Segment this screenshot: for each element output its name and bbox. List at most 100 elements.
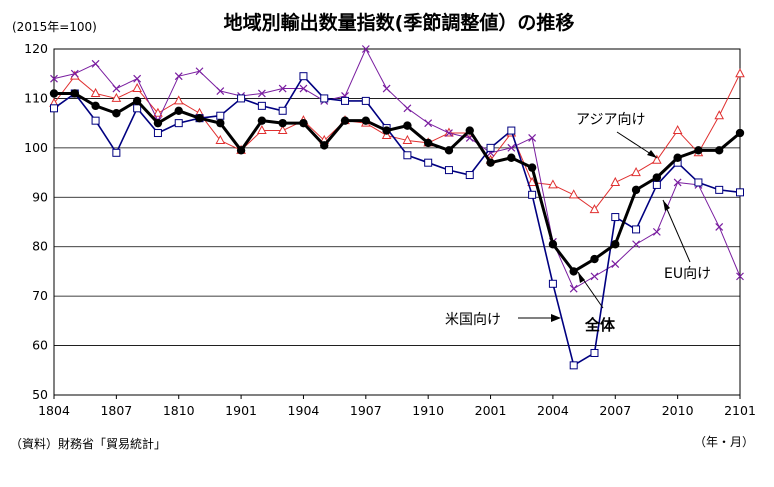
data-point [70,69,79,78]
data-point [631,185,641,195]
data-point [590,272,599,281]
data-point [715,185,724,194]
data-point [91,59,100,68]
data-point [153,118,163,128]
data-point [361,45,370,53]
data-point [112,148,121,157]
annotation-asia: アジア向け [576,112,645,128]
data-point [735,68,745,78]
data-point [216,111,225,120]
data-point [257,116,267,125]
data-point [548,179,558,189]
annotation-eu: EU向け [664,266,711,282]
data-point [715,223,724,231]
data-point [50,104,58,113]
data-point [528,134,537,142]
data-point [569,284,578,293]
x-tick-label: 2007 [599,403,631,418]
data-point [423,138,433,148]
data-point [632,225,641,234]
data-point [528,190,537,199]
y-axis-ticks: 50 60 70 80 90 100 110 120 [24,41,48,402]
series-layer [49,45,745,370]
unit-note: (2015年=100) [12,20,97,34]
data-point [611,213,620,222]
data-point [257,124,267,135]
data-point [70,89,79,98]
data-point [299,72,308,81]
source-note: （資料）財務省「貿易統計」 [10,436,166,451]
data-point [694,178,703,187]
data-point [736,272,744,281]
data-point [444,146,454,155]
data-point [133,74,142,83]
annotation-total: 全体 [584,316,616,334]
series-2 [50,72,744,370]
data-point [465,126,474,135]
data-point [50,74,58,83]
data-point [173,95,184,105]
eu-arrow-head [663,200,670,211]
total-arrow-head [578,272,585,283]
data-point [527,163,537,172]
data-point [341,96,350,105]
data-point [216,118,225,128]
y-tick-label: 90 [32,189,48,204]
data-point [174,119,183,128]
x-tick-label: 2001 [475,403,507,418]
data-point [610,176,621,186]
data-point [49,89,59,98]
x-tick-label: 2010 [662,403,694,418]
data-point [382,126,391,135]
data-point [507,143,516,152]
data-point [568,189,579,199]
data-point [153,107,163,117]
us-arrow-head [551,314,561,322]
data-point [174,106,183,115]
data-point [320,94,329,103]
data-point [132,82,142,93]
y-tick-label: 80 [32,239,48,254]
data-point [340,116,350,125]
x-tick-label: 1901 [225,403,257,418]
x-tick-label: 1907 [350,403,382,418]
data-point [694,146,703,155]
data-point [444,166,453,175]
x-axis-ticks: 1804 1807 1810 1901 1904 1907 1910 2001 2004 2007… [38,395,756,418]
x-tick-label: 1910 [412,403,444,418]
series-line-1 [53,73,741,211]
x-tick-label: 1810 [163,403,195,418]
data-point [652,227,661,236]
data-point [278,84,287,93]
x-tick-label: 2101 [724,403,756,418]
data-point [569,267,578,276]
data-point [174,72,183,81]
data-point [507,153,516,162]
data-point [215,134,226,144]
data-point [652,173,662,182]
data-point [445,129,453,137]
data-point [361,116,371,125]
series-3 [50,45,744,293]
data-point [548,240,558,249]
data-point [236,146,246,155]
data-point [216,87,225,95]
data-point [632,240,640,249]
data-point [569,361,578,370]
data-point [195,114,204,123]
series-line-3 [53,48,741,290]
data-point [465,171,474,180]
data-point [590,348,599,357]
x-tick-label: 1804 [38,403,70,418]
data-point [278,118,287,128]
data-point [132,96,142,106]
data-point [403,121,412,130]
data-point [507,126,516,135]
y-tick-label: 70 [32,288,48,303]
data-point [715,146,724,155]
data-point [611,260,620,268]
data-point [672,124,683,135]
data-point [257,89,266,98]
data-point [735,128,745,138]
